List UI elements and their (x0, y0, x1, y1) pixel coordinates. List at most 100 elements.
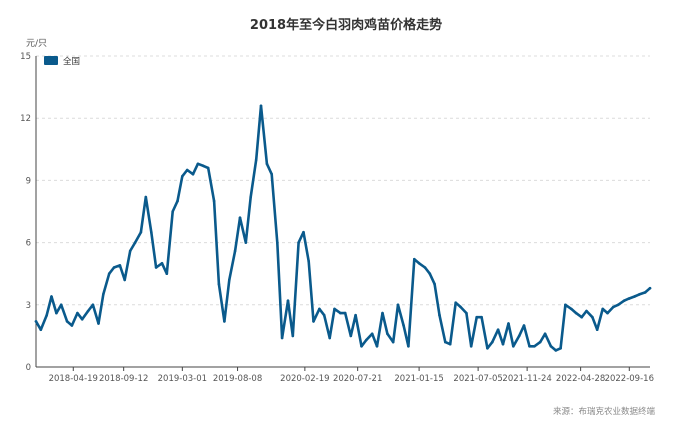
x-tick-labels: 2018-04-19 2018-09-12 2019-03-01 2019-08-08… (49, 374, 654, 384)
data-point (417, 262, 421, 265)
grid-lines (36, 55, 650, 306)
data-point (522, 324, 526, 327)
data-point (123, 278, 126, 282)
data-point (438, 313, 441, 317)
y-tick-label: 6 (26, 239, 31, 249)
x-tick-label: 2021-11-24 (502, 374, 551, 384)
legend[interactable]: 全国 (44, 56, 80, 67)
data-point (643, 291, 647, 294)
data-point (276, 241, 279, 244)
data-point (139, 230, 143, 234)
data-point (133, 241, 137, 244)
data-point (365, 338, 368, 342)
data-point (280, 336, 284, 340)
data-point (59, 303, 63, 307)
data-point (55, 311, 58, 315)
data-point (259, 104, 263, 108)
y-tick-labels: 0 3 6 9 12 15 (20, 52, 31, 373)
data-point (391, 340, 395, 344)
data-point (128, 249, 132, 253)
data-point (343, 311, 347, 315)
data-point (549, 345, 553, 348)
data-point (627, 297, 631, 300)
data-point (370, 332, 374, 336)
data-point (413, 257, 416, 261)
data-point (349, 334, 353, 338)
data-point (212, 199, 216, 203)
data-point (217, 282, 221, 286)
x-tick-label: 2022-04-28 (556, 374, 605, 384)
y-tick-label: 12 (20, 114, 31, 124)
data-point (475, 315, 479, 319)
x-tick-label: 2020-07-21 (333, 374, 382, 384)
data-point (80, 318, 84, 321)
data-point (45, 313, 48, 317)
data-point (622, 299, 626, 303)
data-point (396, 303, 400, 307)
y-tick-label: 9 (26, 176, 31, 186)
data-point (233, 249, 237, 253)
data-point (107, 272, 111, 276)
data-point (249, 195, 252, 199)
data-point (538, 340, 542, 344)
series-layer (34, 104, 652, 352)
data-point (402, 324, 405, 327)
data-point (312, 320, 315, 323)
x-tick-label: 2018-09-12 (99, 374, 148, 384)
data-point (638, 293, 641, 296)
data-point (144, 195, 148, 199)
chart-title: 2018年至今白羽肉鸡苗价格走势 (250, 17, 442, 33)
data-point (50, 295, 53, 298)
y-tick-label: 0 (26, 363, 31, 373)
data-point (507, 322, 510, 325)
data-point (616, 303, 620, 307)
legend-label: 全国 (63, 56, 80, 67)
data-point (171, 210, 174, 213)
data-point (318, 307, 321, 311)
data-point (150, 230, 153, 234)
data-point (423, 266, 427, 269)
data-point (444, 340, 447, 344)
series-line (34, 104, 652, 352)
legend-swatch (44, 56, 58, 65)
data-point (228, 278, 231, 282)
data-point (244, 241, 248, 244)
data-point (454, 301, 458, 305)
data-point (238, 216, 242, 219)
x-tick-label: 2021-01-15 (394, 374, 443, 384)
data-point (286, 299, 290, 303)
data-point (517, 334, 521, 338)
data-point (528, 345, 531, 348)
data-point (254, 158, 258, 161)
data-point (612, 305, 615, 309)
data-point (491, 340, 494, 344)
data-point (76, 311, 79, 315)
data-point (307, 260, 311, 263)
data-point (496, 328, 500, 332)
data-point (181, 175, 184, 178)
data-point (554, 349, 558, 352)
data-point (265, 162, 269, 166)
data-point (165, 272, 169, 276)
data-point (65, 320, 69, 323)
data-point (433, 282, 436, 286)
data-point (112, 266, 116, 269)
source-note: 来源：布瑞克农业数据终端 (553, 406, 656, 417)
data-point (70, 324, 74, 327)
x-tick-label: 2022-09-16 (605, 374, 654, 384)
data-point (512, 345, 515, 348)
data-point (407, 345, 410, 348)
data-point (206, 166, 210, 170)
x-tick-label: 2019-03-01 (158, 374, 207, 384)
x-tick-label: 2019-08-08 (213, 374, 262, 384)
data-point (381, 311, 384, 315)
x-tick-label: 2020-02-19 (280, 374, 329, 384)
data-point (386, 332, 389, 336)
data-point (97, 322, 100, 325)
data-point (86, 309, 90, 313)
data-point (606, 311, 609, 315)
data-point (465, 311, 468, 315)
data-point (585, 309, 588, 313)
